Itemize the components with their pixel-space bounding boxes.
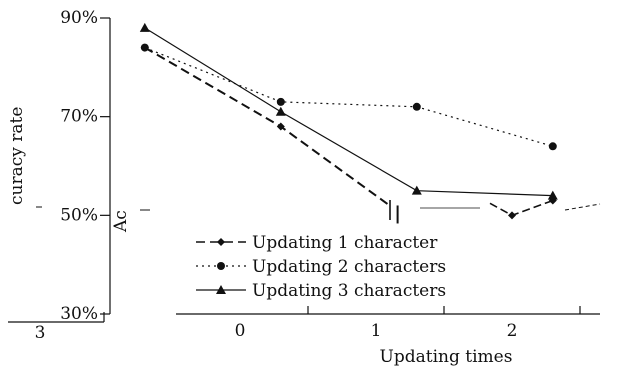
data-point-diamond xyxy=(508,211,516,220)
data-point-diamond xyxy=(217,238,225,246)
data-point-triangle xyxy=(216,285,226,294)
series-group xyxy=(139,22,558,224)
data-point-circle xyxy=(276,97,285,106)
data-point-circle xyxy=(548,142,557,151)
legend-entry-label: Updating 2 characters xyxy=(252,257,446,277)
y-axis-label-fragment-bottom: Ac xyxy=(111,210,131,233)
data-point-triangle xyxy=(547,190,558,200)
x-tick-label-extra: 3 xyxy=(35,323,46,343)
y-tick-label: 30% xyxy=(60,304,98,324)
y-tick-label: 50% xyxy=(60,205,98,225)
data-point-triangle xyxy=(275,106,286,116)
x-axis-label: Updating times xyxy=(380,347,513,367)
x-tick-label: 0 xyxy=(235,321,246,341)
series-line-3 xyxy=(144,27,553,197)
overlay-fragment-right xyxy=(564,203,601,211)
series-line-1-tail xyxy=(489,199,554,217)
y-axis-label-fragment-top: curacy rate xyxy=(7,107,27,205)
data-point-circle xyxy=(140,43,149,52)
data-point-triangle xyxy=(139,22,150,32)
y-tick-group: 90% 70% 50% 30% xyxy=(60,8,110,324)
data-point-triangle xyxy=(411,185,422,195)
y-tick-label: 70% xyxy=(60,107,98,127)
legend-entry-label: Updating 1 character xyxy=(252,233,438,253)
data-point-diamond xyxy=(276,122,285,131)
x-tick-group: 0 1 2 3 xyxy=(35,306,581,343)
data-point-circle xyxy=(217,262,225,270)
x-tick-label: 1 xyxy=(371,321,382,341)
legend-entry-label: Updating 3 characters xyxy=(252,281,446,301)
series-line-1 xyxy=(144,46,391,207)
legend: Updating 1 character Updating 2 character… xyxy=(196,233,446,301)
data-point-circle xyxy=(412,102,421,111)
x-tick-label: 2 xyxy=(507,321,518,341)
series-line-2 xyxy=(144,47,553,147)
y-tick-label: 90% xyxy=(60,8,98,28)
